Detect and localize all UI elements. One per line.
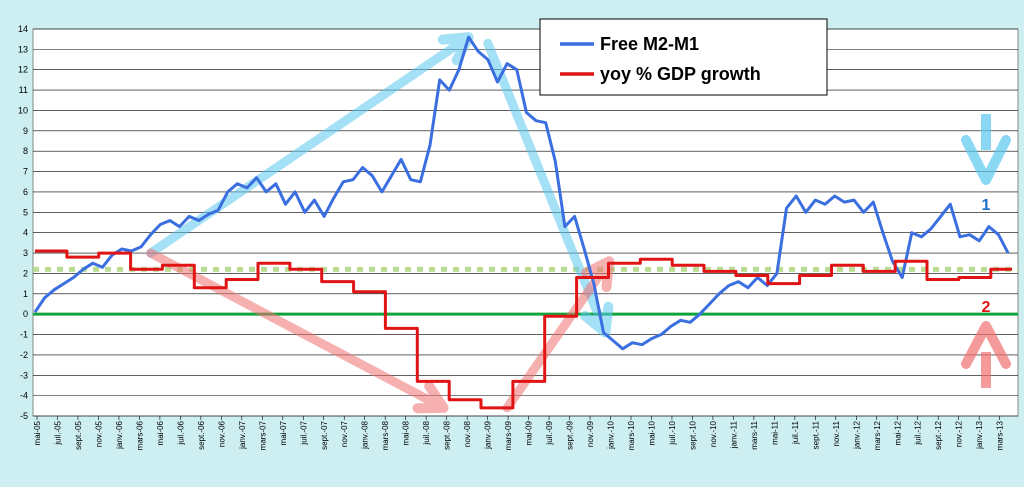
x-tick-label: janv.-06: [115, 420, 124, 449]
legend: Free M2-M1 yoy % GDP growth: [539, 18, 828, 96]
y-tick-label: 1: [23, 289, 28, 299]
x-tick-label: juil.-08: [422, 420, 431, 445]
x-tick-label: janv.-12: [852, 420, 861, 449]
x-tick-label: mars-10: [627, 420, 636, 450]
x-tick-label: juil.-07: [299, 420, 308, 445]
x-tick-label: juil.-12: [914, 420, 923, 445]
x-tick-label: juil.-10: [668, 420, 677, 445]
annotation-label-1: 1: [982, 197, 991, 214]
x-tick-label: mai-05: [33, 420, 42, 445]
arrow-up-red-shaft: [502, 256, 614, 413]
x-tick-label: mai-07: [279, 420, 288, 445]
arrow-down-red-shaft: [146, 248, 449, 413]
x-tick-label: mars-09: [504, 420, 513, 450]
y-tick-label: 0: [23, 309, 28, 319]
down-arrow-blue-shaft: [981, 114, 991, 150]
y-tick-label: -3: [20, 370, 28, 380]
y-tick-label: 5: [23, 207, 28, 217]
y-tick-label: 2: [23, 268, 28, 278]
y-tick-label: -1: [20, 330, 28, 340]
arrow-down-red-head: [412, 381, 449, 414]
y-tick-label: 3: [23, 248, 28, 258]
y-tick-label: 12: [18, 65, 28, 75]
annotations: 12: [961, 114, 1011, 388]
y-tick-label: 9: [23, 126, 28, 136]
y-tick-label: 7: [23, 167, 28, 177]
x-tick-label: nov.-08: [463, 420, 472, 447]
series-lines: [33, 35, 1012, 410]
x-tick-label: mars-07: [258, 420, 267, 450]
legend-box: [539, 18, 828, 96]
x-tick-label: nov.-06: [217, 420, 226, 447]
x-tick-label: mars-13: [996, 420, 1005, 450]
x-tick-label: sept.-11: [811, 420, 820, 449]
reference-lines: [33, 266, 1018, 316]
down-arrow-blue: [961, 114, 1011, 185]
x-tick-label: janv.-11: [729, 420, 738, 449]
y-tick-label: 10: [18, 105, 28, 115]
y-tick-label: 4: [23, 228, 28, 238]
x-tick-label: sept.-05: [74, 420, 83, 449]
series-line-2: [35, 249, 1012, 410]
x-tick-label: sept.-07: [320, 420, 329, 449]
x-tick-label: janv.-09: [484, 420, 493, 449]
x-tick-label: mai-10: [647, 420, 656, 445]
y-tick-label: 6: [23, 187, 28, 197]
x-tick-label: sept.-10: [688, 420, 697, 449]
x-tick-label: janv.-08: [361, 420, 370, 449]
up-arrow-red-head: [961, 321, 1011, 369]
x-axis: mai-05 juil.-05 sept.-05 nov.-05 janv.-06 mar…: [33, 416, 1005, 450]
x-tick-label: nov.-11: [832, 420, 841, 446]
x-tick-label: juil.-05: [53, 420, 62, 445]
x-tick-label: mai-06: [156, 420, 165, 445]
x-tick-label: nov.-10: [709, 420, 718, 447]
x-tick-label: sept.-09: [566, 420, 575, 449]
x-tick-label: sept.-08: [443, 420, 452, 449]
arrow-down-blue-shaft: [483, 38, 610, 337]
legend-label: Free M2-M1: [600, 34, 699, 54]
x-tick-label: nov.-12: [955, 420, 964, 447]
up-arrow-red-shaft: [981, 352, 991, 388]
x-tick-label: janv.-13: [975, 420, 984, 449]
y-tick-label: 8: [23, 146, 28, 156]
y-tick-label: -5: [20, 411, 28, 421]
x-tick-label: mai-12: [893, 420, 902, 445]
x-tick-label: mai-11: [770, 420, 779, 444]
up-arrow-red: [961, 321, 1011, 388]
y-tick-label: -2: [20, 350, 28, 360]
x-tick-label: mai-09: [525, 420, 534, 445]
x-tick-label: juil.-06: [176, 420, 185, 445]
x-tick-label: juil.-09: [545, 420, 554, 445]
y-tick-label: -4: [20, 391, 28, 401]
annotation-label-2: 2: [982, 299, 991, 316]
series-line-1: [33, 35, 1010, 351]
x-tick-label: mars-12: [873, 420, 882, 450]
arrow-down-red: [146, 248, 449, 414]
x-tick-label: mars-08: [381, 420, 390, 450]
x-tick-label: mai-08: [402, 420, 411, 445]
x-tick-label: juil.-11: [791, 420, 800, 445]
x-tick-label: janv.-10: [607, 420, 616, 449]
plot-area: [32, 28, 1019, 417]
x-tick-label: mars-11: [750, 420, 759, 449]
x-tick-label: nov.-05: [94, 420, 103, 447]
x-tick-label: nov.-07: [340, 420, 349, 447]
y-tick-label: 13: [18, 44, 28, 54]
down-arrow-blue-head: [961, 135, 1011, 185]
x-tick-label: sept.-12: [934, 420, 943, 449]
x-tick-label: janv.-07: [238, 420, 247, 449]
legend-label: yoy % GDP growth: [600, 64, 761, 84]
x-tick-label: mars-06: [135, 420, 144, 450]
x-tick-label: nov.-09: [586, 420, 595, 447]
x-tick-label: sept.-06: [197, 420, 206, 449]
y-tick-label: 14: [18, 24, 28, 34]
y-tick-label: 11: [19, 85, 28, 95]
